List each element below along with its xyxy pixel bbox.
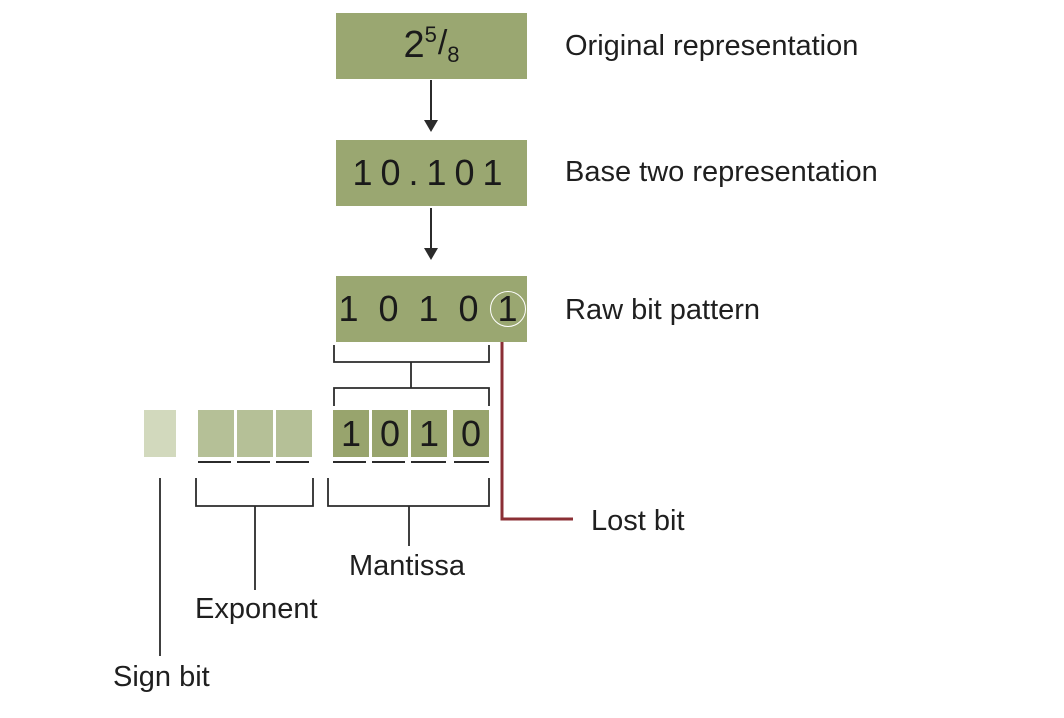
base-two-representation-box: 10.101 <box>336 140 527 206</box>
raw-bit: 1 <box>418 288 439 329</box>
fraction-base: 2 <box>403 24 425 66</box>
exponent-cell <box>198 410 234 457</box>
mantissa-top-bracket <box>333 387 490 406</box>
fraction-denominator: 8 <box>447 42 460 67</box>
original-representation-label: Original representation <box>565 30 859 62</box>
exponent-bracket <box>195 478 314 507</box>
arrow-head-1 <box>424 120 438 132</box>
raw-bit: 0 <box>378 288 399 329</box>
mantissa-bracket <box>327 478 490 507</box>
lost-raw-bit: 1 <box>489 291 526 327</box>
fraction-value: 2 5 / 8 <box>403 22 460 67</box>
raw-bits: 1 0 1 0 1 <box>338 291 526 327</box>
fraction-slash: / <box>437 24 448 62</box>
raw-bit-pattern-box: 1 0 1 0 1 <box>336 276 527 342</box>
original-representation-box: 2 5 / 8 <box>336 13 527 79</box>
exponent-cell <box>237 410 273 457</box>
lost-bit-label: Lost bit <box>591 505 685 537</box>
sign-bit-cell <box>144 410 176 457</box>
raw-bit-pattern-label: Raw bit pattern <box>565 294 761 326</box>
mantissa-cell: 0 <box>453 410 489 457</box>
fraction-numerator: 5 <box>424 22 437 47</box>
base-two-value: 10.101 <box>352 152 511 193</box>
mantissa-label: Mantissa <box>349 550 466 582</box>
raw-bit: 1 <box>338 288 359 329</box>
arrow-head-2 <box>424 248 438 260</box>
mantissa-cell: 1 <box>333 410 369 457</box>
exponent-label: Exponent <box>195 593 318 625</box>
mantissa-cell: 1 <box>411 410 447 457</box>
mantissa-cell: 0 <box>372 410 408 457</box>
lost-bit-line <box>500 342 573 521</box>
raw-bracket <box>333 345 490 363</box>
raw-bit: 0 <box>458 288 479 329</box>
exponent-cell <box>276 410 312 457</box>
base-two-representation-label: Base two representation <box>565 156 878 188</box>
sign-bit-label: Sign bit <box>113 661 210 693</box>
